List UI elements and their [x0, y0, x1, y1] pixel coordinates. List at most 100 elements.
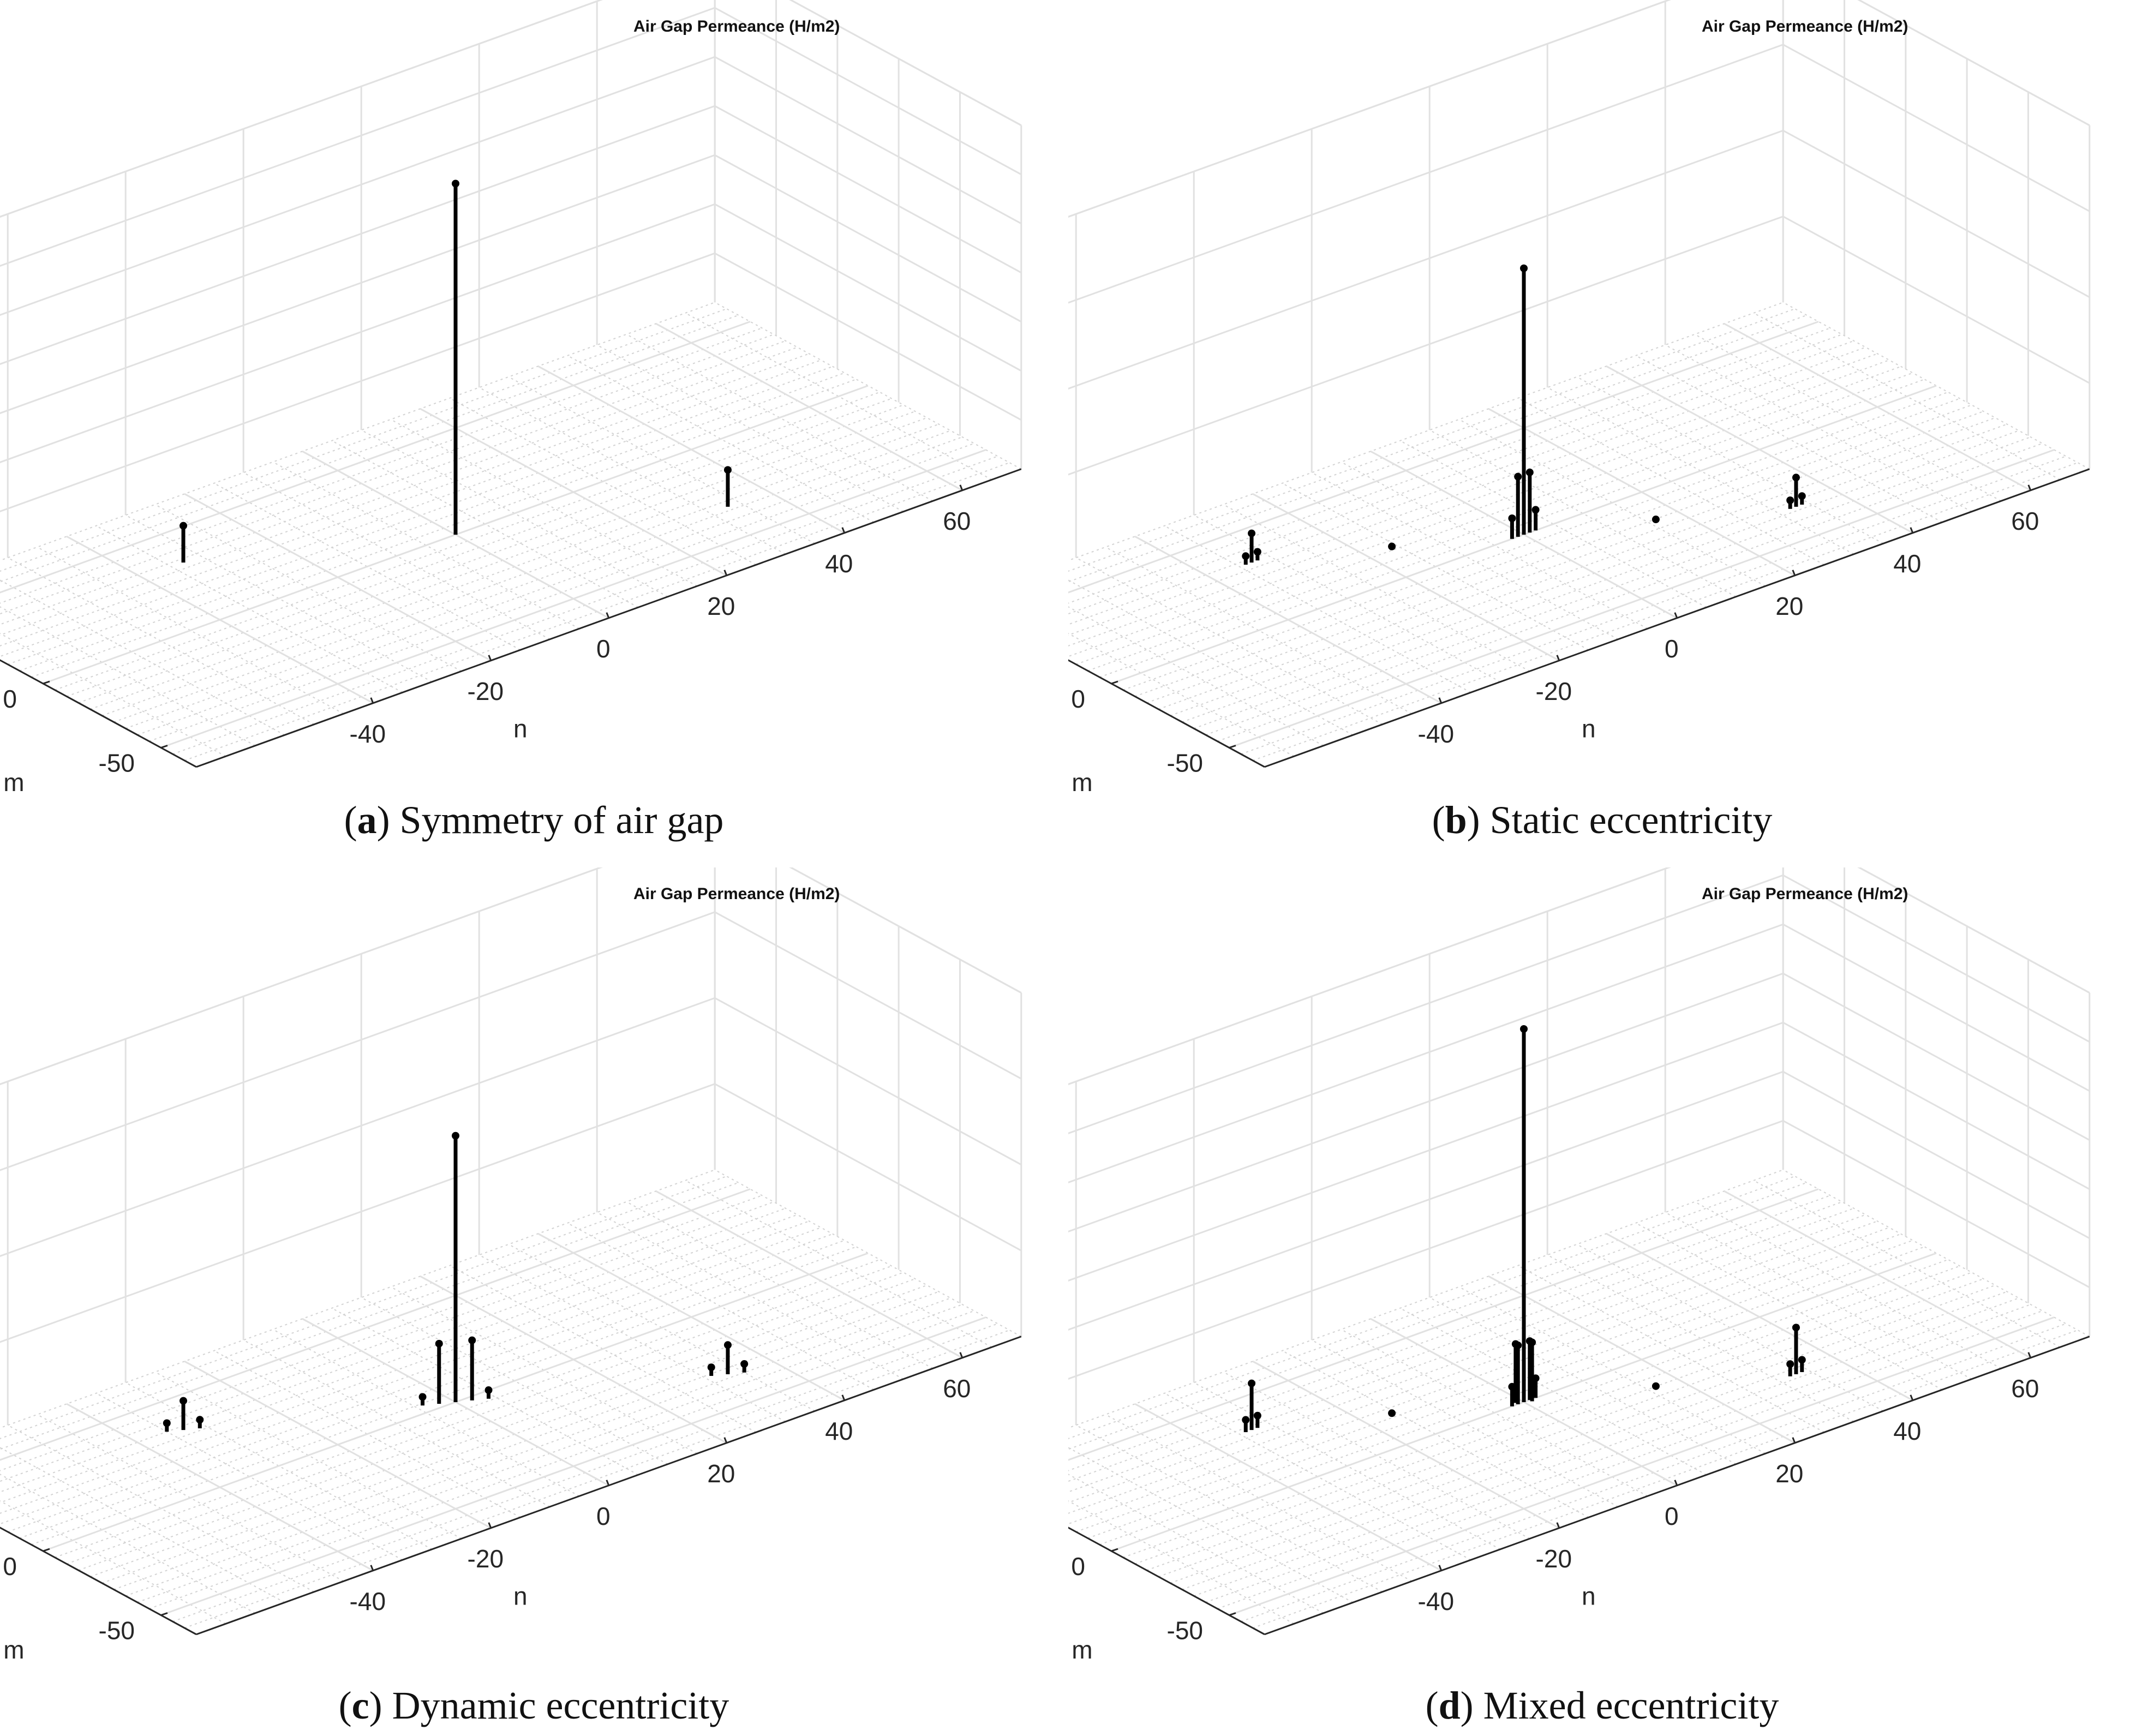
n-tick-label: 60 — [2011, 1374, 2039, 1403]
stem-marker — [1248, 529, 1256, 537]
stem-marker — [1652, 516, 1660, 524]
floor-grid — [0, 1169, 1022, 1635]
stem-marker — [1525, 468, 1534, 476]
n-tick-label: 0 — [1665, 634, 1679, 663]
stem-marker — [1652, 1382, 1660, 1390]
stem-marker — [1253, 1411, 1261, 1420]
m-axis-label: m — [3, 1636, 24, 1664]
stem-marker — [435, 1339, 443, 1348]
stem-marker — [1253, 548, 1261, 556]
n-tick-label: 60 — [943, 1374, 971, 1403]
stem-marker — [1520, 1025, 1528, 1033]
back-grid — [0, 867, 1022, 1426]
caption-letter: d — [1438, 1684, 1461, 1727]
floor-grid — [1068, 1169, 2090, 1635]
stem-marker — [1531, 1374, 1540, 1382]
plot-title: Air Gap Permeance (H/m2) — [633, 885, 840, 903]
stem-marker — [1511, 1340, 1519, 1348]
n-axis-label: n — [1582, 714, 1596, 743]
n-tick-label: 0 — [596, 1502, 611, 1530]
back-grid — [1068, 0, 2091, 558]
plot-title: Air Gap Permeance (H/m2) — [1702, 885, 1908, 903]
stems — [180, 179, 732, 563]
axes — [1068, 468, 2090, 768]
n-tick-label: 60 — [2011, 507, 2039, 535]
caption-text: Dynamic eccentricity — [392, 1684, 729, 1727]
n-tick-label: 20 — [1775, 592, 1803, 620]
stem-marker — [180, 522, 188, 530]
n-tick-label: -40 — [1418, 1587, 1454, 1615]
m-axis-label: m — [1072, 768, 1092, 797]
n-tick-label: -20 — [1536, 677, 1572, 705]
back-grid — [0, 0, 1022, 558]
stem-marker — [1528, 1338, 1536, 1346]
n-tick-label: -40 — [1418, 720, 1454, 748]
back-grid — [1068, 867, 2091, 1426]
stem-marker — [163, 1419, 171, 1427]
caption-text: Static eccentricity — [1489, 798, 1773, 842]
stem-marker — [484, 1386, 493, 1394]
subplot-a: 2468101214×10⁻⁴-40-200204060-50050nmAir … — [0, 0, 1022, 797]
stem-marker — [1520, 264, 1528, 272]
n-tick-label: 40 — [1893, 549, 1921, 578]
n-tick-label: 0 — [1665, 1502, 1679, 1530]
n-tick-label: -40 — [350, 1587, 386, 1615]
m-tick-label: -50 — [99, 1617, 135, 1645]
caption-letter: b — [1445, 798, 1467, 842]
n-tick-label: 40 — [1893, 1417, 1921, 1445]
axes — [0, 468, 1022, 768]
m-tick-label: 0 — [3, 685, 17, 713]
stems — [1242, 1025, 1806, 1433]
caption-letter: c — [351, 1684, 369, 1727]
n-axis-label: n — [513, 714, 528, 743]
n-tick-label: 60 — [943, 507, 971, 535]
stem-marker — [1792, 474, 1800, 482]
plot-title: Air Gap Permeance (H/m2) — [633, 17, 840, 35]
stem-marker — [468, 1336, 476, 1344]
axes — [0, 1336, 1022, 1636]
stem-marker — [707, 1363, 715, 1372]
caption-b: (b) Static eccentricity — [1432, 798, 1773, 842]
m-tick-label: 0 — [3, 1552, 17, 1581]
caption-text: Mixed eccentricity — [1483, 1684, 1779, 1727]
floor-grid — [1068, 302, 2090, 768]
stem-marker — [1508, 514, 1516, 522]
stem-marker — [1786, 1360, 1794, 1368]
stem-marker — [1531, 506, 1540, 514]
stem-marker — [452, 179, 459, 188]
stem-marker — [1388, 542, 1396, 550]
stems — [1242, 264, 1806, 565]
n-tick-label: 20 — [1775, 1459, 1803, 1488]
m-axis-label: m — [3, 768, 24, 797]
m-tick-label: 0 — [1071, 1552, 1085, 1581]
n-tick-label: 40 — [825, 549, 853, 578]
n-tick-label: -20 — [468, 1545, 504, 1573]
caption-c: (c) Dynamic eccentricity — [338, 1684, 729, 1727]
stem-marker — [1792, 1324, 1800, 1332]
n-axis-label: n — [1582, 1582, 1596, 1610]
m-axis-label: m — [1072, 1636, 1092, 1664]
stem-marker — [418, 1393, 427, 1401]
floor-grid — [0, 302, 1022, 768]
caption-a: (a) Symmetry of air gap — [344, 798, 724, 842]
stems — [163, 1132, 749, 1432]
stem-marker — [1242, 552, 1250, 560]
m-tick-label: -50 — [99, 749, 135, 777]
stem-marker — [1508, 1382, 1516, 1391]
subplot-d: 2468101214×10⁻⁴-40-200204060-50050nmAir … — [1068, 867, 2091, 1664]
n-tick-label: -20 — [468, 677, 504, 705]
n-tick-label: 0 — [596, 634, 611, 663]
stem-marker — [196, 1416, 204, 1424]
stem-marker — [1514, 472, 1522, 481]
plot-title: Air Gap Permeance (H/m2) — [1702, 17, 1908, 35]
n-tick-label: -20 — [1536, 1545, 1572, 1573]
stem-marker — [1248, 1379, 1256, 1387]
caption-text: Symmetry of air gap — [399, 798, 724, 842]
n-axis-label: n — [513, 1582, 528, 1610]
caption-letter: a — [357, 798, 377, 842]
m-tick-label: -50 — [1167, 1617, 1203, 1645]
n-tick-label: 40 — [825, 1417, 853, 1445]
stem-marker — [1388, 1409, 1396, 1417]
